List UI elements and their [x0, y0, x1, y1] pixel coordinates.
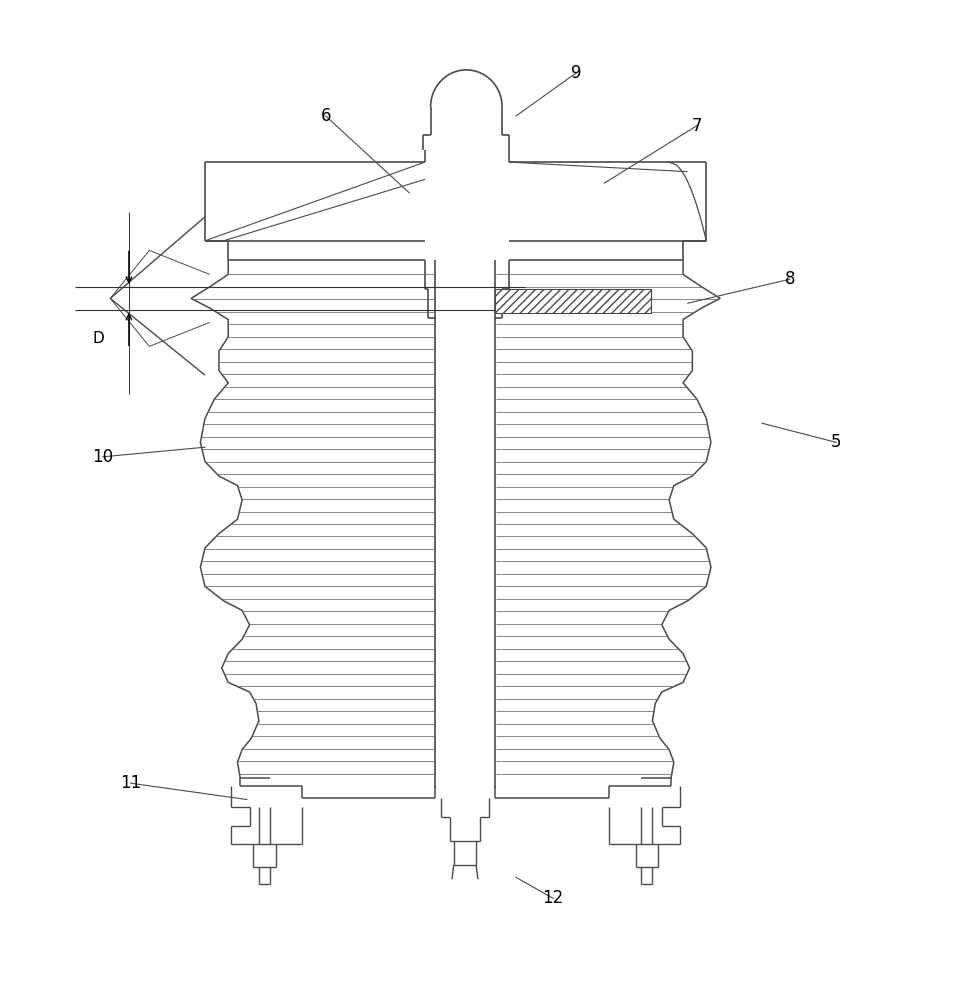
Text: 7: 7: [691, 117, 702, 135]
Text: D: D: [93, 331, 104, 346]
Text: 10: 10: [92, 448, 113, 466]
Bar: [495, 289, 651, 313]
Text: 9: 9: [571, 64, 581, 82]
Text: 6: 6: [320, 107, 331, 125]
Text: 11: 11: [120, 774, 141, 792]
Text: 5: 5: [831, 433, 841, 451]
Text: 12: 12: [542, 889, 564, 907]
Text: 8: 8: [784, 270, 795, 288]
